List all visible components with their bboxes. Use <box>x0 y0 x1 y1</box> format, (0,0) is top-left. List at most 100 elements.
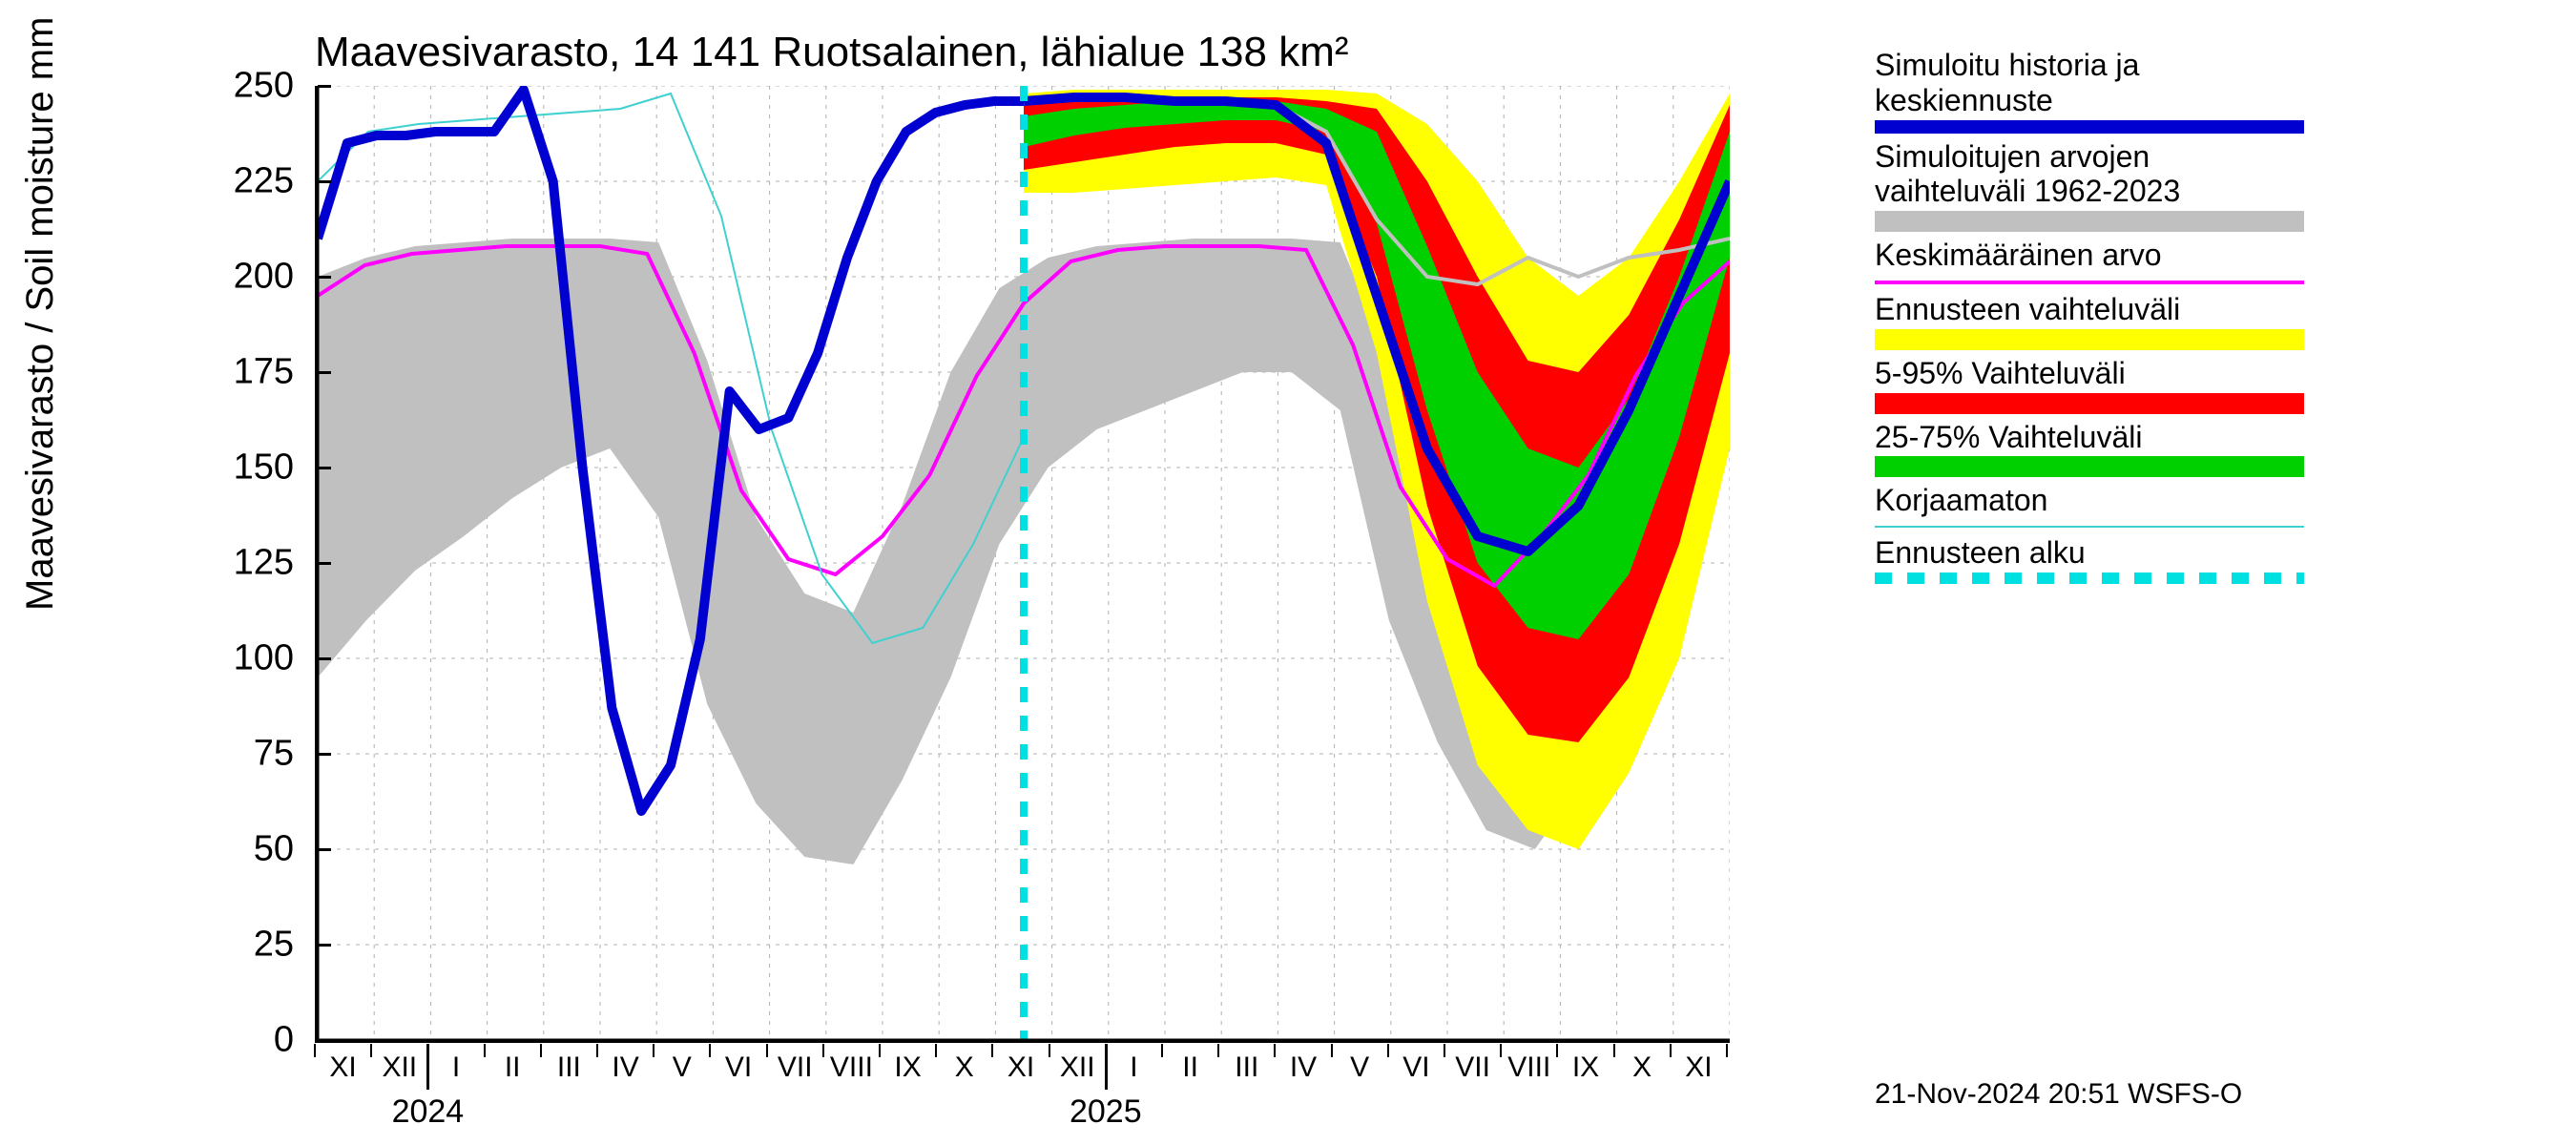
x-tick-mark <box>596 1044 598 1057</box>
legend-label: Ennusteen alku <box>1875 535 2333 571</box>
legend-label: 25-75% Vaihteluväli <box>1875 420 2333 455</box>
year-label: 2024 <box>392 1093 465 1131</box>
x-tick-mark <box>766 1044 768 1057</box>
legend-label: Simuloitu historia jakeskiennuste <box>1875 48 2333 118</box>
y-tick-mark <box>318 467 331 469</box>
legend-label: Keskimääräinen arvo <box>1875 238 2333 273</box>
y-tick-mark <box>318 276 331 279</box>
y-tick-label: 25 <box>254 925 294 966</box>
legend-item: Korjaamaton <box>1875 483 2333 528</box>
x-tick-mark <box>1726 1044 1728 1057</box>
x-tick-label: I <box>452 1051 460 1084</box>
x-tick-mark <box>1613 1044 1615 1057</box>
x-tick-label: V <box>673 1051 692 1084</box>
legend-swatch <box>1875 456 2304 477</box>
x-tick-mark <box>822 1044 824 1057</box>
x-tick-label: VI <box>1402 1051 1429 1084</box>
x-tick-label: VIII <box>830 1051 873 1084</box>
chart-title: Maavesivarasto, 14 141 Ruotsalainen, läh… <box>315 29 1349 76</box>
legend-item: Ennusteen vaihteluväli <box>1875 292 2333 350</box>
x-tick-mark <box>1049 1044 1050 1057</box>
x-tick-mark <box>1105 1044 1108 1090</box>
y-tick-label: 75 <box>254 734 294 775</box>
y-tick-label: 0 <box>274 1020 294 1061</box>
x-tick-label: IX <box>1572 1051 1599 1084</box>
legend-swatch <box>1875 329 2304 350</box>
legend-label: Simuloitujen arvojenvaihteluväli 1962-20… <box>1875 139 2333 210</box>
footer-timestamp: 21-Nov-2024 20:51 WSFS-O <box>1875 1078 2242 1111</box>
x-tick-label: I <box>1130 1051 1137 1084</box>
x-tick-label: XI <box>1685 1051 1712 1084</box>
legend-item: Ennusteen alku <box>1875 535 2333 584</box>
legend: Simuloitu historia jakeskiennuste Simuloi… <box>1875 48 2333 590</box>
y-tick-label: 200 <box>234 257 294 298</box>
x-tick-mark <box>1670 1044 1672 1057</box>
y-tick-mark <box>318 371 331 374</box>
y-tick-mark <box>318 85 331 88</box>
x-tick-mark <box>1387 1044 1389 1057</box>
x-tick-label: X <box>955 1051 974 1084</box>
x-tick-mark <box>709 1044 711 1057</box>
legend-item: 25-75% Vaihteluväli <box>1875 420 2333 478</box>
y-tick-label: 150 <box>234 448 294 489</box>
x-tick-label: VI <box>725 1051 752 1084</box>
legend-label: Korjaamaton <box>1875 483 2333 518</box>
x-tick-label: IV <box>1290 1051 1317 1084</box>
y-tick-mark <box>318 848 331 851</box>
y-tick-labels: 0255075100125150175200225250 <box>0 86 305 1040</box>
x-tick-label: II <box>505 1051 521 1084</box>
x-tick-label: IX <box>894 1051 921 1084</box>
legend-swatch <box>1875 572 2304 584</box>
x-tick-label: II <box>1182 1051 1198 1084</box>
x-tick-label: XII <box>1060 1051 1095 1084</box>
legend-swatch <box>1875 120 2304 134</box>
x-tick-label: XII <box>382 1051 417 1084</box>
x-tick-labels: XIXIIIIIIIIIVVVIVIIVIIIIXXXIXIIIIIIIIIVV… <box>315 1044 1727 1139</box>
x-tick-label: IV <box>612 1051 638 1084</box>
x-tick-label: III <box>1235 1051 1258 1084</box>
y-tick-label: 225 <box>234 161 294 202</box>
x-tick-mark <box>1331 1044 1333 1057</box>
year-label: 2025 <box>1070 1093 1142 1131</box>
x-tick-mark <box>1500 1044 1502 1057</box>
legend-label: Ennusteen vaihteluväli <box>1875 292 2333 327</box>
y-tick-mark <box>318 944 331 947</box>
legend-swatch <box>1875 281 2304 284</box>
x-tick-mark <box>1161 1044 1163 1057</box>
x-tick-label: VII <box>778 1051 813 1084</box>
legend-item: Simuloitujen arvojenvaihteluväli 1962-20… <box>1875 139 2333 233</box>
x-tick-mark <box>653 1044 654 1057</box>
legend-swatch <box>1875 393 2304 414</box>
y-tick-mark <box>318 562 331 565</box>
x-tick-mark <box>540 1044 542 1057</box>
x-tick-mark <box>1274 1044 1276 1057</box>
y-tick-label: 50 <box>254 829 294 870</box>
legend-swatch <box>1875 211 2304 232</box>
x-tick-mark <box>1217 1044 1219 1057</box>
y-tick-mark <box>318 657 331 660</box>
x-tick-mark <box>314 1044 316 1057</box>
y-tick-label: 125 <box>234 543 294 584</box>
x-tick-mark <box>879 1044 881 1057</box>
x-tick-label: VIII <box>1507 1051 1550 1084</box>
plot-svg <box>318 86 1730 1040</box>
x-tick-label: XI <box>329 1051 356 1084</box>
x-tick-label: V <box>1350 1051 1369 1084</box>
y-tick-mark <box>318 1039 331 1042</box>
x-tick-label: III <box>557 1051 581 1084</box>
x-tick-label: X <box>1632 1051 1652 1084</box>
x-tick-mark <box>935 1044 937 1057</box>
plot-area <box>315 86 1730 1043</box>
x-tick-mark <box>991 1044 993 1057</box>
legend-item: Keskimääräinen arvo <box>1875 238 2333 284</box>
legend-swatch <box>1875 526 2304 528</box>
x-tick-mark <box>370 1044 372 1057</box>
x-tick-mark <box>484 1044 486 1057</box>
y-tick-mark <box>318 753 331 756</box>
x-tick-label: XI <box>1008 1051 1034 1084</box>
legend-item: Simuloitu historia jakeskiennuste <box>1875 48 2333 134</box>
x-tick-label: VII <box>1455 1051 1490 1084</box>
y-tick-label: 250 <box>234 66 294 107</box>
x-tick-mark <box>1556 1044 1558 1057</box>
y-tick-label: 175 <box>234 352 294 393</box>
